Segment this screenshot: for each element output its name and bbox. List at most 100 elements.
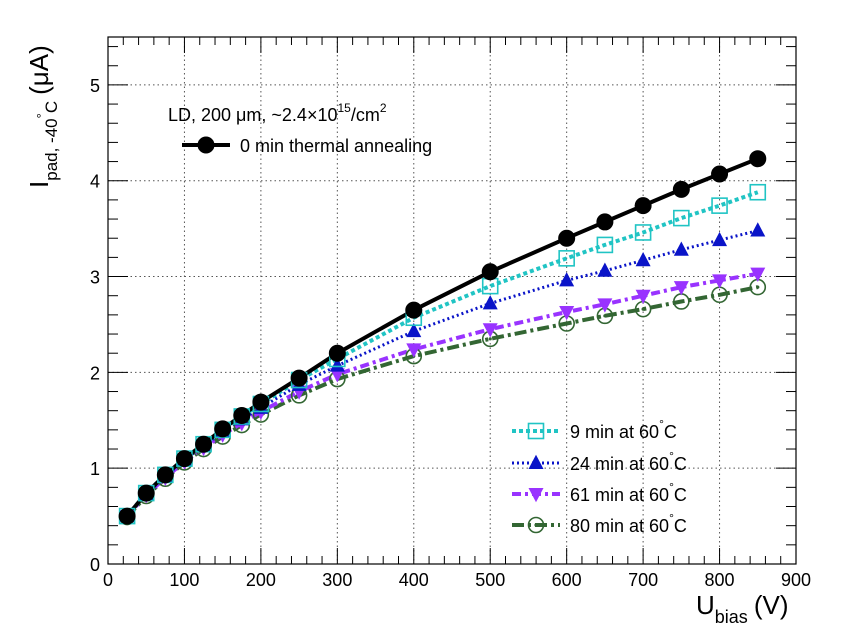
data-point-series-2 xyxy=(712,231,728,247)
data-point-series-3 xyxy=(482,323,498,338)
legend-degree: ° xyxy=(669,480,674,494)
legend-label-3: 61 min at 60°C xyxy=(570,480,687,505)
x-tick-label: 500 xyxy=(475,570,505,590)
data-point-series-3 xyxy=(406,343,422,358)
legend-unit: C xyxy=(674,485,687,505)
data-point-series-0 xyxy=(558,229,576,247)
series-line-3 xyxy=(125,271,759,518)
marker-dot xyxy=(756,285,760,289)
data-point-series-2 xyxy=(673,241,689,256)
x-tick-label: 0 xyxy=(103,570,113,590)
data-point-series-0 xyxy=(405,301,423,319)
data-point-series-0 xyxy=(672,180,690,198)
data-point-series-0 xyxy=(481,263,499,281)
y-tick-label: 2 xyxy=(90,363,100,383)
y-tick-label: 4 xyxy=(90,172,100,192)
annotation-prefix: LD, 200 μm, ~2.4×10 xyxy=(168,105,337,125)
y-tick-label: 0 xyxy=(90,555,100,575)
data-point-series-2 xyxy=(559,272,575,287)
data-point-series-1 xyxy=(558,250,575,267)
data-point-series-0 xyxy=(252,393,270,411)
legend-unit: C xyxy=(674,516,687,536)
data-point-series-1 xyxy=(711,197,728,214)
data-point-series-3 xyxy=(597,298,613,313)
data-point-series-0 xyxy=(711,165,729,183)
annotation-exponent: 15 xyxy=(337,101,351,115)
x-tick-label: 200 xyxy=(246,570,276,590)
sample-annotation: LD, 200 μm, ~2.4×1015/cm2 xyxy=(168,101,387,125)
data-point-series-0 xyxy=(118,507,136,525)
x-axis-title-unit: (V) xyxy=(754,590,789,620)
data-point-series-2 xyxy=(329,357,345,372)
data-point-series-0 xyxy=(749,150,767,168)
data-point-series-0 xyxy=(634,197,652,215)
data-point-series-3 xyxy=(559,305,575,321)
data-point-series-1 xyxy=(596,236,614,254)
legend-degree: ° xyxy=(669,449,674,463)
y-axis-title-subtail: C xyxy=(42,101,61,113)
legend-label-1: 9 min at 60°C xyxy=(570,417,677,442)
data-point-series-0 xyxy=(195,435,213,453)
y-axis-title-degree: ° xyxy=(34,113,49,118)
legend-marker-1 xyxy=(527,422,545,440)
marker-dot xyxy=(603,314,607,318)
data-point-series-2 xyxy=(406,322,422,338)
legend-label-2: 24 min at 60°C xyxy=(570,449,687,474)
axis-ticks xyxy=(107,37,797,565)
y-axis-title: Ipad, -40°C (μA) xyxy=(24,45,61,188)
legend-label-text: 24 min at 60 xyxy=(570,454,669,474)
marker-dot xyxy=(641,307,645,311)
y-tick-label: 5 xyxy=(90,76,100,96)
data-point-series-0 xyxy=(596,213,614,231)
legend-label-4: 80 min at 60°C xyxy=(570,511,687,536)
data-point-series-1 xyxy=(634,224,652,241)
data-point-series-2 xyxy=(635,252,651,267)
data-point-series-0 xyxy=(328,344,346,362)
data-point-series-0 xyxy=(233,406,251,424)
x-tick-label: 800 xyxy=(705,570,735,590)
legend-marker-3 xyxy=(528,488,544,503)
annotation-suffix: /cm xyxy=(351,105,380,125)
data-point-series-3 xyxy=(329,368,345,383)
data-point-series-3 xyxy=(750,267,766,282)
data-point-series-1 xyxy=(749,183,767,201)
legend-unit: C xyxy=(674,454,687,474)
data-point-series-2 xyxy=(597,262,613,277)
legend-marker-2 xyxy=(528,454,544,469)
x-tick-label: 400 xyxy=(399,570,429,590)
x-tick-label: 900 xyxy=(781,570,811,590)
annotation-power: 2 xyxy=(380,101,387,115)
series-markers xyxy=(118,150,767,526)
marker-dot xyxy=(488,337,492,341)
legend-label-text: 61 min at 60 xyxy=(570,485,669,505)
legend-marker-4 xyxy=(527,516,545,534)
legend-unit: C xyxy=(664,422,677,442)
marker-dot xyxy=(565,321,569,326)
series-line-4 xyxy=(125,285,759,519)
marker-dot xyxy=(717,293,722,297)
x-tick-label: 100 xyxy=(169,570,199,590)
legend-label-text: 80 min at 60 xyxy=(570,516,669,536)
data-point-series-3 xyxy=(635,289,651,304)
y-tick-label: 1 xyxy=(90,459,100,479)
x-axis-title: Ubias (V) xyxy=(696,590,788,627)
tick-labels: 0 100 200 300 400 500 600 700 800 900 0 1 2 3 4 5 xyxy=(90,76,811,590)
x-tick-label: 300 xyxy=(322,570,352,590)
data-point-series-2 xyxy=(750,222,766,237)
legend-degree: ° xyxy=(669,511,674,525)
data-point-series-0 xyxy=(137,484,155,502)
data-point-series-0 xyxy=(290,369,308,387)
legend-label-text: 0 min thermal annealing xyxy=(240,136,432,156)
legend-label-text: 9 min at 60 xyxy=(570,422,659,442)
legend-label-0: 0 min thermal annealing xyxy=(240,136,432,156)
x-tick-label: 600 xyxy=(552,570,582,590)
data-point-series-3 xyxy=(673,281,689,296)
y-axis-title-sub: pad, -40 xyxy=(42,118,61,180)
y-axis-title-main: I xyxy=(24,181,54,188)
marker-ring xyxy=(527,516,545,534)
legend-degree: ° xyxy=(659,417,664,431)
data-point-series-0 xyxy=(214,420,232,438)
x-tick-label: 700 xyxy=(628,570,658,590)
